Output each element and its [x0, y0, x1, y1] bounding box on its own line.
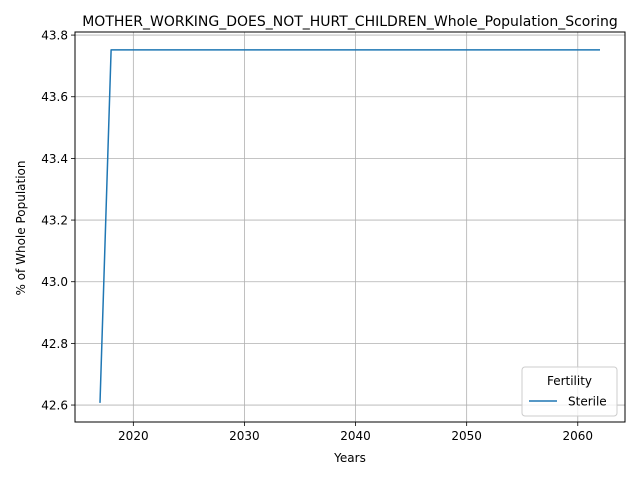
- y-tick-label: 43.4: [41, 152, 68, 166]
- y-tick-label: 42.6: [41, 399, 68, 413]
- x-tick-label: 2060: [563, 429, 594, 443]
- y-tick-label: 42.8: [41, 337, 68, 351]
- legend: Fertility Sterile: [521, 366, 618, 417]
- grid: [75, 32, 625, 422]
- legend-entry-label: Sterile: [568, 395, 607, 409]
- plot-frame: [74, 31, 626, 423]
- x-axis: 2020 2030 2040 2050 2060: [118, 422, 593, 443]
- x-tick-label: 2020: [118, 429, 149, 443]
- x-tick-label: 2030: [229, 429, 260, 443]
- series-layer: [99, 49, 600, 403]
- y-axis-label: % of Whole Population: [14, 161, 28, 296]
- y-tick-label: 43.6: [41, 90, 68, 104]
- legend-box: [521, 366, 618, 417]
- legend-title: Fertility: [547, 374, 592, 388]
- x-tick-label: 2050: [451, 429, 482, 443]
- y-tick-label: 43.0: [41, 275, 68, 289]
- chart-title: MOTHER_WORKING_DOES_NOT_HURT_CHILDREN_Wh…: [82, 14, 618, 30]
- x-tick-label: 2040: [340, 429, 371, 443]
- y-tick-label: 43.8: [41, 29, 68, 43]
- y-tick-label: 43.2: [41, 214, 68, 228]
- x-axis-label: Years: [333, 451, 366, 465]
- series-line-sterile: [99, 49, 600, 403]
- y-axis: 42.6 42.8 43.0 43.2 43.4 43.6 43.8: [41, 29, 75, 413]
